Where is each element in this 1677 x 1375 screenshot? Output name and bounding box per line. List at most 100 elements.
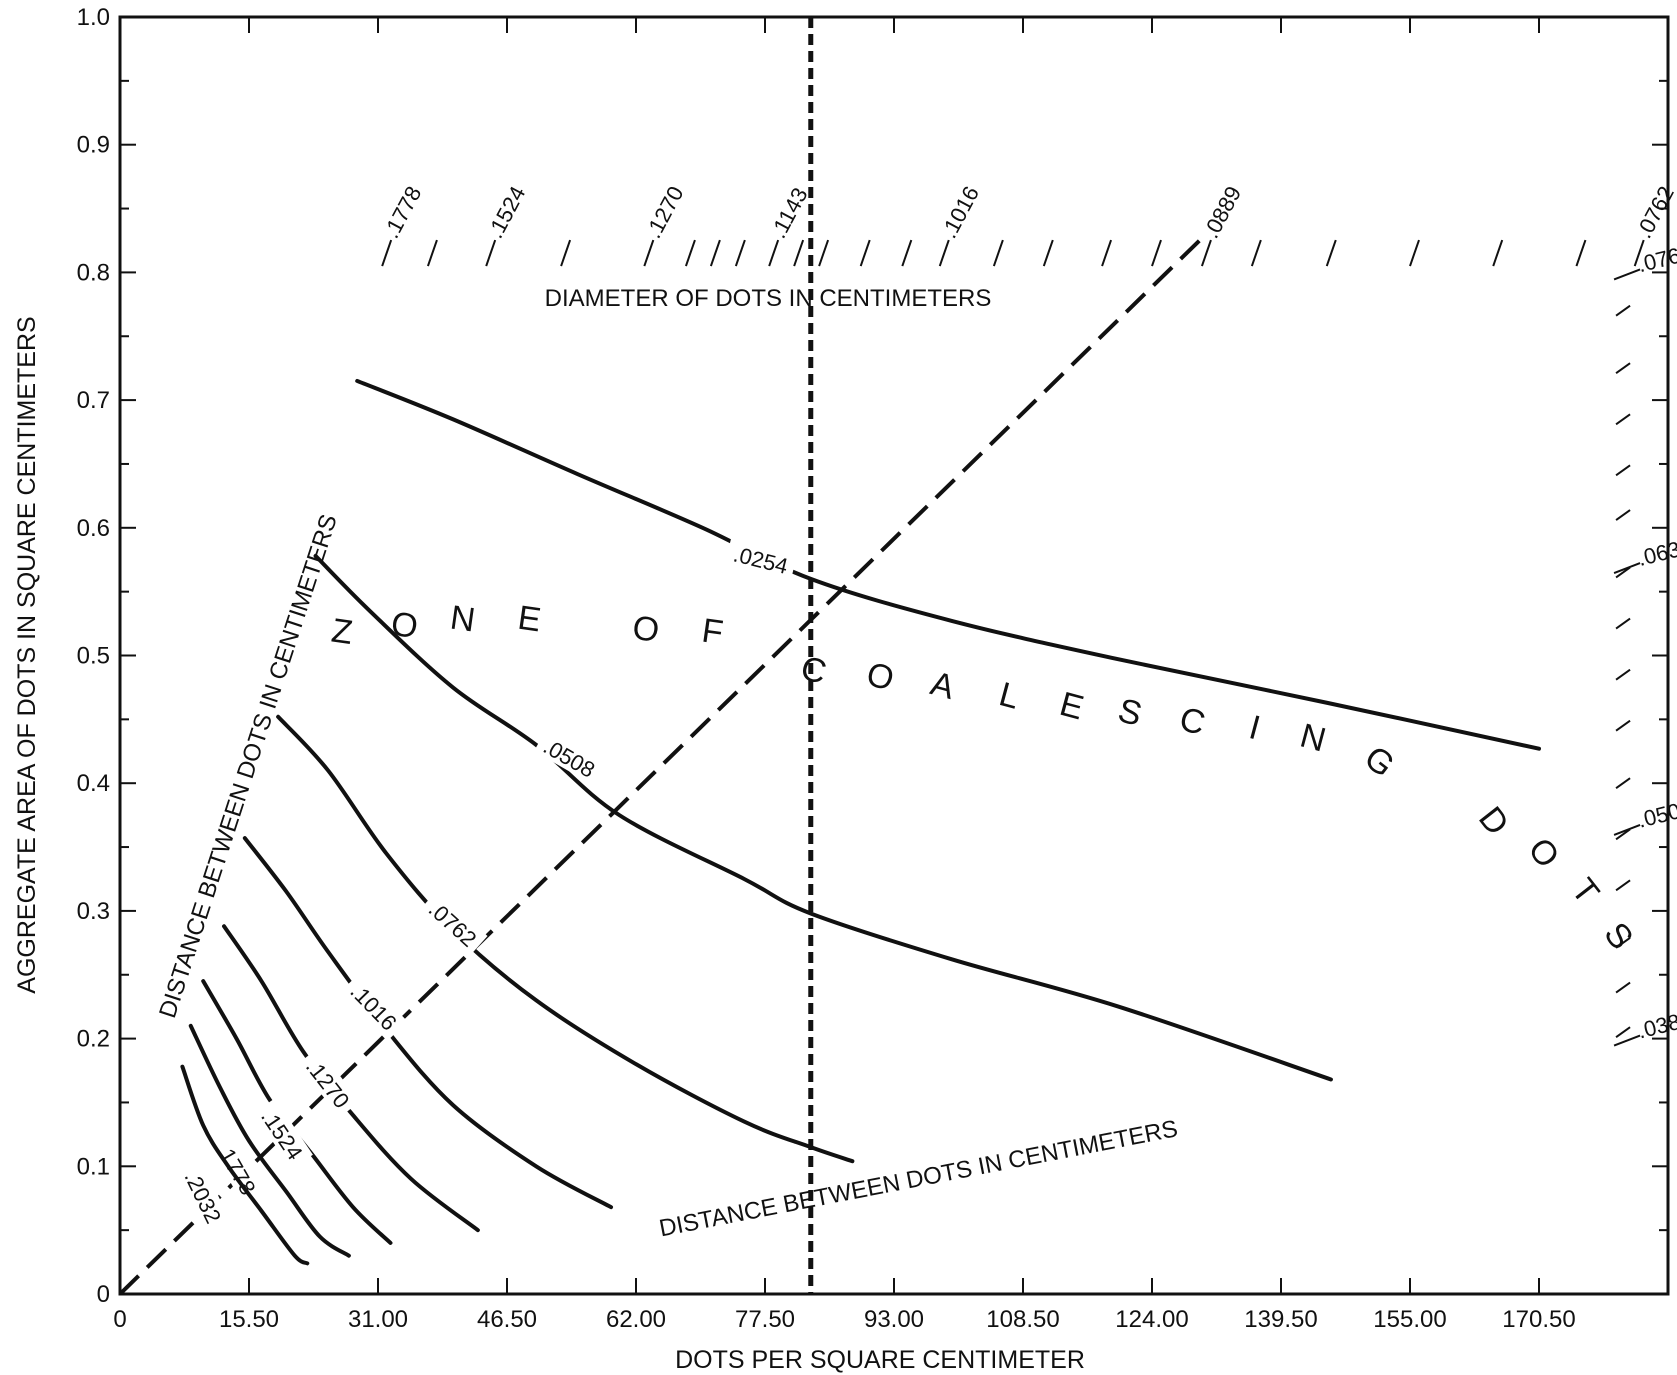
diameter-tick-right-major: [1613, 1034, 1641, 1047]
diameter-tick-right: [1615, 879, 1631, 892]
diameter-tick: [643, 239, 655, 267]
diameter-tick: [381, 239, 393, 267]
curve-d0762: [276, 714, 855, 1164]
y-tick-label: 0.8: [77, 259, 110, 286]
curve-label-bg: [209, 1132, 266, 1205]
x-axis-title: DOTS PER SQUARE CENTIMETER: [675, 1346, 1085, 1374]
x-tick-label: 155.00: [1373, 1306, 1446, 1333]
zone-letter: O: [1520, 831, 1566, 875]
diameter-tick: [938, 239, 950, 267]
distance-annotation: DISTANCE BETWEEN DOTS IN CENTIMETERS: [154, 511, 343, 1021]
diameter-tick-right: [1615, 668, 1631, 681]
curve-label-bg: [724, 537, 798, 580]
diameter-label: .1778: [379, 182, 427, 242]
diameter-tick: [709, 239, 721, 267]
y-tick-label: 0.1: [77, 1153, 110, 1180]
diameter-tick: [1633, 239, 1645, 267]
diameter-tick: [426, 239, 438, 267]
diameter-tick: [485, 239, 497, 267]
diameter-tick-right: [1615, 413, 1631, 426]
diameter-tick-right: [1615, 566, 1631, 579]
diameter-label-right: .0635: [1635, 533, 1677, 571]
diameter-tick: [1200, 239, 1212, 267]
zone-letter: N: [448, 599, 478, 640]
diameter-tick-right: [1615, 464, 1631, 477]
zone-letter: S: [1114, 691, 1146, 734]
zone-letter: L: [995, 675, 1023, 717]
curve-label-bg: [533, 728, 606, 786]
diameter-label-right: .0381: [1635, 1006, 1677, 1044]
x-tick-label: 139.50: [1244, 1306, 1317, 1333]
y-tick-label: 0: [97, 1281, 110, 1308]
zone-letter: A: [927, 664, 959, 707]
diameter-tick: [684, 239, 696, 267]
diameter-tick-right: [1615, 304, 1631, 317]
diameter-tick-right: [1615, 828, 1631, 841]
diameter-label: .1016: [936, 182, 984, 242]
y-tick-label: 0.9: [77, 132, 110, 159]
x-tick-label: 46.50: [477, 1306, 537, 1333]
curve-label-bg: [297, 1047, 361, 1118]
curve-label-bg: [253, 1098, 313, 1170]
annotations: DISTANCE BETWEEN DOTS IN CENTIMETERS DIST…: [154, 511, 1180, 1242]
diameter-tick: [793, 239, 805, 267]
zone-letter: C: [797, 649, 831, 692]
diameter-tick: [1042, 239, 1054, 267]
zone-letter: C: [1176, 700, 1210, 743]
curve-d1778: [188, 1023, 351, 1258]
zone-letter: N: [1296, 717, 1330, 760]
zone-letter: E: [1056, 685, 1088, 728]
x-tick-label: 77.50: [735, 1306, 795, 1333]
diameter-tick-right: [1615, 937, 1631, 949]
diameter-tick-right-major: [1613, 823, 1641, 836]
diameter-tick: [734, 239, 746, 267]
diameter-tick: [1492, 239, 1504, 267]
diameter-label: .1270: [641, 182, 689, 242]
y-tick-label: 0.2: [77, 1026, 110, 1053]
y-tick-label: 0.4: [77, 770, 110, 797]
diameter-label: .0889: [1198, 182, 1246, 242]
zone-letter: T: [1564, 871, 1607, 911]
distance-curves: .0254.0508.0762.1016.1270.1524.1778.2032: [177, 378, 1541, 1266]
diameter-label: .1524: [483, 182, 531, 242]
x-tick-label: 0: [113, 1306, 126, 1333]
diameter-tick: [992, 239, 1004, 267]
distance-annotation: DISTANCE BETWEEN DOTS IN CENTIMETERS: [657, 1115, 1180, 1242]
curve-d1270: [222, 924, 480, 1233]
reference-lines: [118, 17, 1208, 1296]
diameter-tick-right-major: [1613, 268, 1641, 281]
x-tick-label: 93.00: [864, 1306, 924, 1333]
y-tick-label: 0.6: [77, 515, 110, 542]
diameter-tick-right: [1615, 719, 1631, 732]
x-tick-label: 108.50: [986, 1306, 1059, 1333]
curve-label-bg: [177, 1160, 231, 1233]
zone-letter: Z: [329, 612, 355, 653]
diameter-tick-right: [1615, 1026, 1631, 1039]
diameter-label: .1143: [766, 183, 813, 242]
diameter-tick: [1151, 239, 1162, 267]
diameter-label-right: .0508: [1635, 795, 1677, 833]
diameter-tick: [1325, 239, 1337, 267]
curve-label-bg: [341, 972, 408, 1040]
zone-letter: I: [1245, 708, 1264, 747]
zone-letter: G: [1357, 739, 1401, 785]
y-tick-label: 0.3: [77, 898, 110, 925]
y-axis-title: AGGREGATE AREA OF DOTS IN SQUARE CENTIME…: [13, 316, 41, 993]
curve-d1016: [242, 836, 614, 1210]
diameter-tick: [818, 239, 830, 267]
zone-letter: E: [515, 599, 543, 640]
diameter-tick: [901, 239, 913, 267]
curve-d2032: [180, 1064, 310, 1266]
diameter-tick: [1409, 239, 1420, 267]
diameter-tick: [859, 239, 871, 267]
diameter-tick-right: [1615, 777, 1631, 790]
diameter-tick: [1250, 239, 1262, 267]
axis-ticks: 0 15.50 31.00 46.50 62.00 77.50 93.00 108.50 124…: [77, 4, 1668, 1333]
zone-letter: O: [630, 609, 661, 650]
curve-label-bg: [419, 890, 488, 956]
y-tick-label: 0.7: [77, 387, 110, 414]
curve-d0508: [313, 553, 1333, 1082]
curve-label: .0254: [731, 541, 790, 579]
